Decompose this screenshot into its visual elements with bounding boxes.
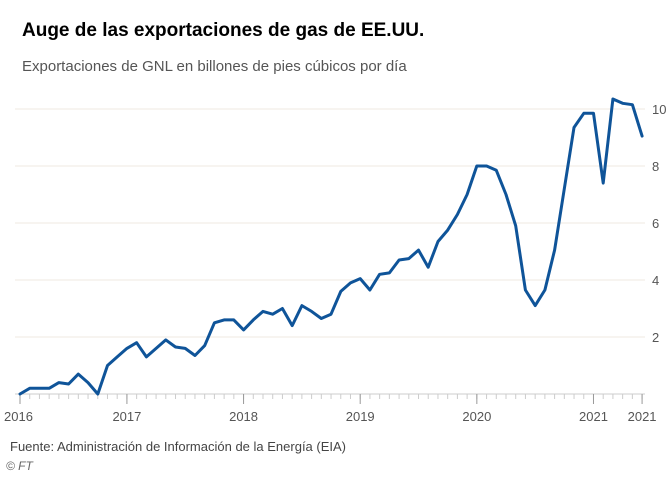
y-tick-label: 2: [652, 330, 659, 345]
x-tick-label: 2019: [346, 409, 375, 424]
chart-subtitle: Exportaciones de GNL en billones de pies…: [22, 58, 407, 75]
y-tick-label: 6: [652, 216, 659, 231]
x-tick-label: 2017: [112, 409, 141, 424]
source-note: Fuente: Administración de Información de…: [10, 439, 347, 454]
ft-credit: © FT: [6, 459, 33, 473]
x-tick-label: 2018: [229, 409, 258, 424]
x-tick-label: 2021: [628, 409, 657, 424]
x-tick-label: 2016: [4, 409, 33, 424]
y-tick-label: 4: [652, 273, 659, 288]
y-tick-label: 10: [652, 102, 666, 117]
x-tick-label: 2020: [462, 409, 491, 424]
y-tick-label: 8: [652, 159, 659, 174]
lng-exports-line: [18, 97, 644, 396]
chart-title: Auge de las exportaciones de gas de EE.U…: [22, 20, 425, 41]
x-tick-label: 2021: [579, 409, 608, 424]
